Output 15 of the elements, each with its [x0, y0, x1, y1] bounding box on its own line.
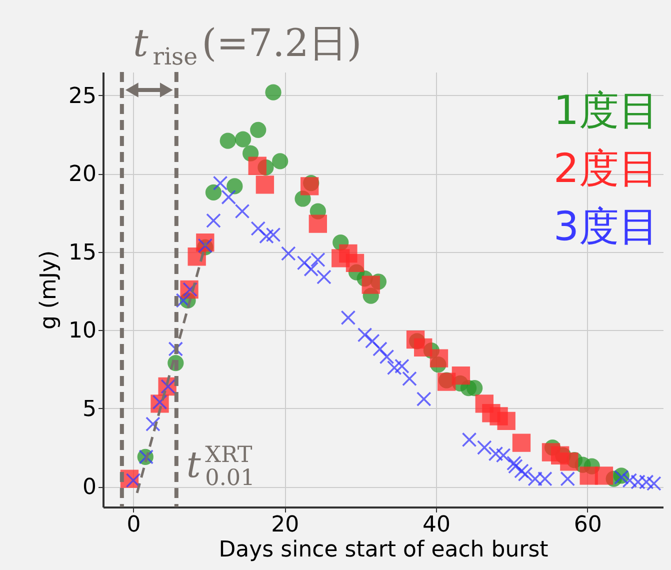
x-tick-label: 0 [126, 512, 141, 538]
y-tick-label: 0 [82, 475, 96, 500]
text: 2度目 [554, 146, 659, 192]
y-tick-label: 10 [68, 318, 96, 344]
y-tick-label: 25 [68, 84, 96, 109]
x-tick-label: 20 [271, 512, 300, 538]
x-axis-title: Days since start of each burst [218, 538, 549, 562]
y-tick-label: 15 [68, 240, 96, 266]
y-tick-label: 20 [68, 162, 96, 188]
x-tick-label: 40 [422, 512, 450, 538]
y-tick-label: 5 [82, 396, 96, 422]
text: 3度目 [554, 204, 659, 250]
y-axis-title: g (mJy) [36, 250, 62, 330]
x-tick-label: 60 [574, 512, 602, 538]
text: 1度目 [554, 88, 659, 134]
